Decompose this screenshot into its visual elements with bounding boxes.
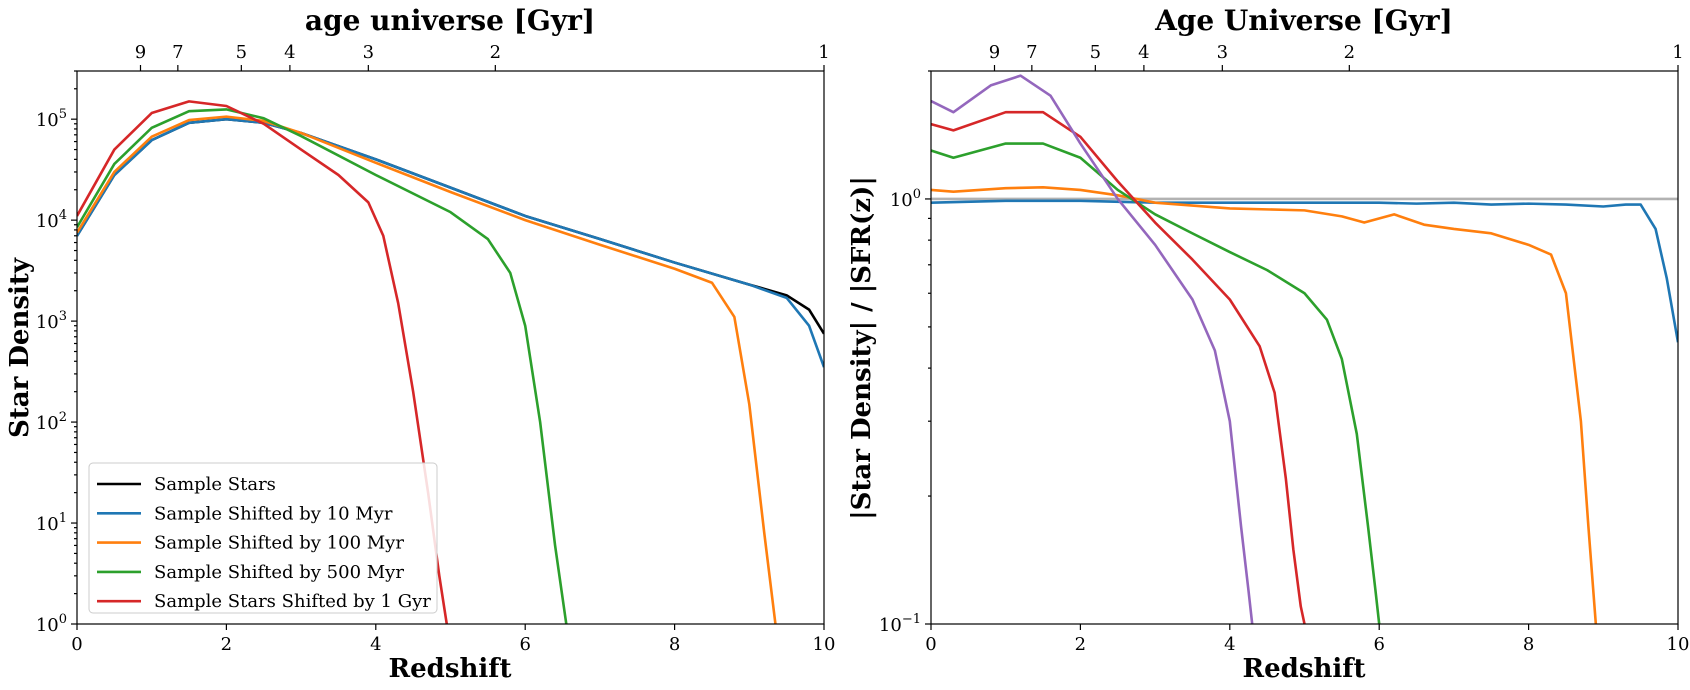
legend-item: Sample Shifted by 10 Myr [97,503,393,524]
left-top-tick-label: 9 [135,42,146,63]
legend-item: Sample Shifted by 100 Myr [97,533,404,554]
right-panel: 0 2 4 6 8 10 10−1 100 9 7 5 4 3 2 1 Age Universe [Gy… [847,4,1689,684]
left-y-tick-label: 104 [36,208,67,232]
legend-item: Sample Stars Shifted by 1 Gyr [97,591,431,612]
right-series-group [931,74,1678,624]
left-top-axis-title: age universe [Gyr] [305,4,595,37]
right-top-tick-label: 5 [1090,42,1101,63]
right-x-tick-label: 10 [1667,634,1690,655]
right-top-tick-label: 3 [1217,42,1228,63]
left-top-tick-label: 3 [363,42,374,63]
right-series-sample-shifted-by-100-myr [931,186,1598,624]
left-x-ticks: 0 2 4 6 8 10 [71,624,835,655]
right-top-tick-label: 1 [1672,42,1683,63]
right-top-ticks: 9 7 5 4 3 2 1 [989,42,1684,71]
right-x-ticks: 0 2 4 6 8 10 [925,624,1689,655]
right-x-tick-label: 4 [1224,634,1235,655]
left-y-tick-label: 101 [36,511,67,535]
left-series-group [77,100,824,624]
right-x-tick-label: 6 [1373,634,1384,655]
legend-item: Sample Shifted by 500 Myr [97,562,404,583]
left-series-sample-shifted-by-100-myr [77,115,777,624]
left-x-tick-label: 6 [519,634,530,655]
left-x-tick-label: 8 [669,634,680,655]
left-series-sample-shifted-by-500-myr [77,108,568,624]
right-top-tick-label: 7 [1026,42,1037,63]
right-series-sample-stars-shifted-by-1-gyr [931,110,1306,624]
legend-entries: Sample Stars Sample Shifted by 10 Myr Samp… [97,474,431,612]
right-plot-frame [930,70,1679,625]
left-top-tick-label: 5 [236,42,247,63]
left-x-tick-label: 4 [370,634,381,655]
left-y-tick-label: 103 [36,309,67,333]
left-top-tick-label: 2 [490,42,501,63]
left-x-tick-label: 2 [221,634,232,655]
left-series-sample-stars [77,117,824,335]
legend-box [88,462,438,614]
legend-label: Sample Stars Shifted by 1 Gyr [154,591,431,612]
left-y-axis-label: Star Density [5,257,35,438]
right-y-axis-label: |Star Density| / |SFR(z)| [847,176,877,520]
left-top-tick-label: 7 [172,42,183,63]
right-top-tick-label: 9 [989,42,1000,63]
legend-label: Sample Shifted by 100 Myr [154,533,404,554]
left-top-ticks: 9 7 5 4 3 2 1 [135,42,830,71]
right-top-tick-label: 4 [1138,42,1149,63]
legend-label: Sample Stars [154,474,276,495]
right-y-tick-label: 100 [890,187,921,211]
left-y-tick-label: 102 [36,410,67,434]
left-y-tick-label: 105 [36,107,67,131]
left-series-sample-shifted-by-10-myr [77,117,824,368]
left-top-tick-label: 4 [284,42,295,63]
legend-label: Sample Shifted by 10 Myr [154,503,393,524]
left-x-axis-label: Redshift [389,654,512,684]
legend: Sample Stars Sample Shifted by 10 Myr Samp… [88,462,438,614]
left-top-tick-label: 1 [818,42,829,63]
left-series-sample-stars-shifted-by-1-gyr [77,100,449,624]
legend-label: Sample Shifted by 500 Myr [154,562,404,583]
left-x-tick-label: 10 [813,634,836,655]
left-y-ticks: 100 101 102 103 104 105 [36,70,77,636]
right-top-tick-label: 2 [1344,42,1355,63]
left-panel: 0 2 4 6 8 10 100 101 102 103 104 105 9 7 5 4 3 2 1 age u… [5,4,835,684]
right-x-axis-label: Redshift [1243,654,1366,684]
right-x-tick-label: 2 [1075,634,1086,655]
right-x-tick-label: 8 [1523,634,1534,655]
left-plot-frame [76,70,825,625]
right-series-sample-shifted-by-500-myr [931,142,1381,624]
right-series-sample-shifted-by-10-myr [931,199,1678,343]
right-series-purple [931,74,1254,624]
right-top-axis-title: Age Universe [Gyr] [1154,4,1453,37]
left-x-tick-label: 0 [71,634,82,655]
right-y-ticks: 10−1 100 [879,70,931,636]
left-y-tick-label: 100 [36,612,67,636]
legend-item: Sample Stars [97,474,276,495]
right-x-tick-label: 0 [925,634,936,655]
right-y-tick-label: 10−1 [879,612,921,636]
